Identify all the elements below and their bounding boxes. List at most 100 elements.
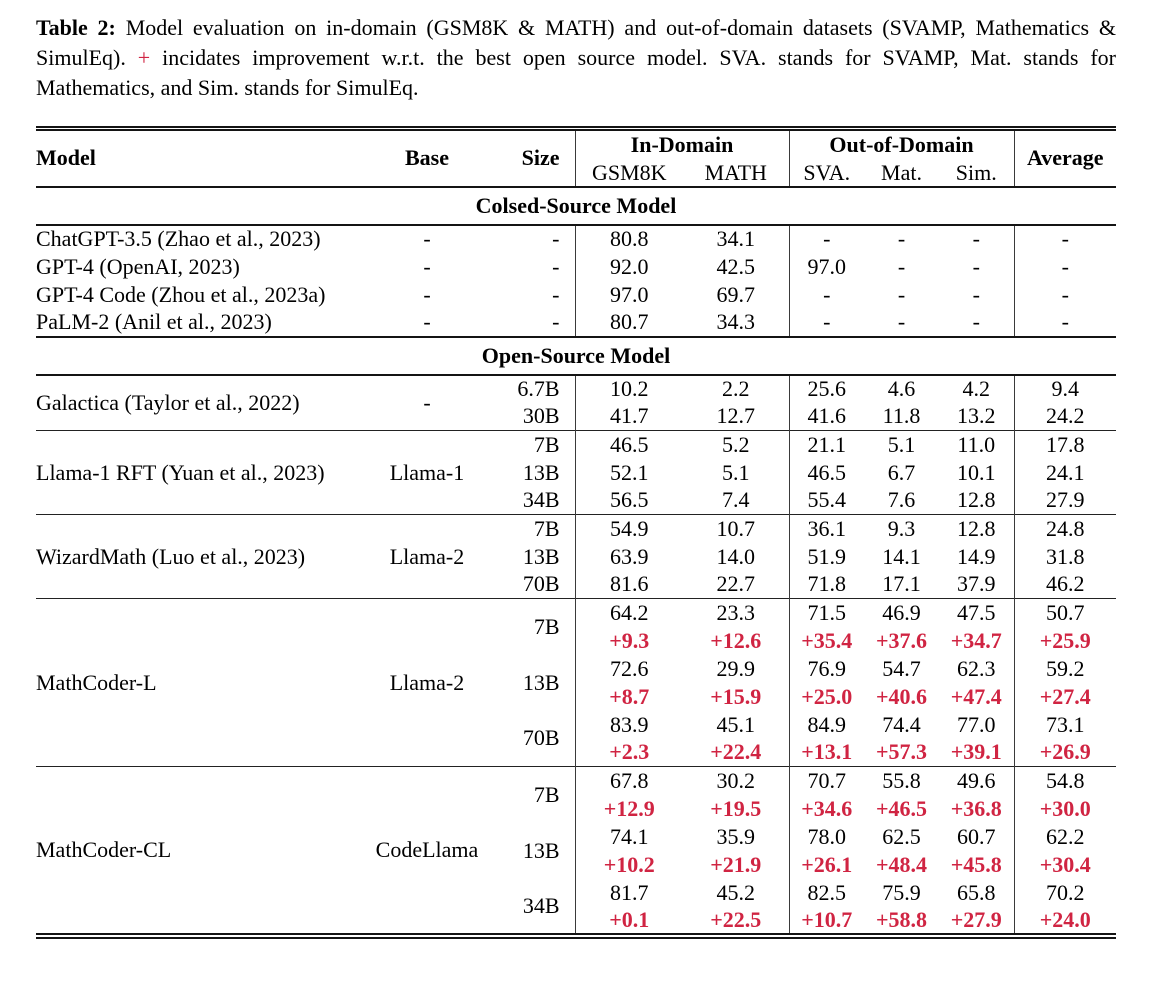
metric-delta: +27.4 bbox=[1013, 682, 1116, 711]
metric-value: 25.6 bbox=[788, 374, 864, 403]
metric-value: - bbox=[788, 224, 864, 253]
metric-value: 5.1 bbox=[722, 459, 750, 485]
metric-delta: +2.3 bbox=[574, 738, 683, 767]
metric-value: 17.8 bbox=[1013, 430, 1116, 459]
size-label: 7B bbox=[482, 514, 575, 543]
metric-value: 63.9 bbox=[574, 542, 683, 571]
metric-delta: +30.4 bbox=[1013, 850, 1116, 879]
metric-value: 23.3 bbox=[683, 598, 789, 627]
paper-page: Table 2: Model evaluation on in-domain (… bbox=[36, 13, 1116, 939]
metric-value: - bbox=[897, 226, 906, 251]
delta-row: +9.3 +12.6 +35.4 +37.6 +34.7 +25.9 bbox=[36, 626, 1116, 655]
data-row: 13B 74.1 35.9 78.0 62.5 60.7 62.2 bbox=[36, 822, 1116, 863]
data-row: 13B 63.9 14.0 51.9 14.1 14.9 31.8 bbox=[36, 542, 1116, 571]
col-header-math: MATH bbox=[704, 159, 767, 185]
metric-delta: +13.1 bbox=[788, 738, 864, 767]
col-header-base: Base bbox=[405, 145, 449, 171]
metric-delta: +15.9 bbox=[710, 683, 762, 709]
metric-value: 5.1 bbox=[864, 430, 939, 459]
model-name: GPT-4 (OpenAI, 2023) bbox=[36, 253, 240, 279]
col-group-out-of-domain: Out-of-Domain bbox=[788, 128, 1014, 160]
metric-delta: +22.4 bbox=[710, 739, 762, 765]
base-model: Llama-2 bbox=[372, 598, 482, 767]
metric-value: 4.2 bbox=[962, 376, 991, 401]
metric-value: 47.5 bbox=[939, 598, 1014, 627]
metric-value: 59.2 bbox=[1013, 654, 1116, 683]
metric-value: 80.7 bbox=[574, 308, 683, 337]
metric-value: 14.9 bbox=[957, 543, 996, 569]
metric-value: 9.4 bbox=[1013, 374, 1116, 403]
table-body: Colsed-Source Model ChatGPT-3.5 (Zhao et … bbox=[36, 185, 1116, 936]
metric-value: 42.5 bbox=[716, 253, 756, 279]
metric-delta: +10.2 bbox=[574, 850, 683, 879]
metric-value: 13.2 bbox=[957, 403, 996, 429]
data-row: GPT-4 Code (Zhou et al., 2023a) - -97.0 69.… bbox=[36, 280, 1116, 309]
base-model: - bbox=[423, 226, 431, 251]
metric-value: 50.7 bbox=[1013, 598, 1116, 627]
metric-value: - bbox=[1013, 224, 1116, 253]
metric-value: 74.4 bbox=[882, 711, 921, 737]
metric-value: - bbox=[1013, 308, 1116, 337]
data-row: Galactica (Taylor et al., 2022) - 6.7B 10.2… bbox=[36, 374, 1116, 415]
delta-row: +12.9 +19.5 +34.6 +46.5 +36.8 +30.0 bbox=[36, 794, 1116, 823]
data-row: GPT-4 (OpenAI, 2023) - -92.0 42.5 97.0- - - bbox=[36, 252, 1116, 281]
metric-value: 11.0 bbox=[939, 430, 1014, 459]
metric-value: 12.8 bbox=[939, 514, 1014, 543]
metric-value: 41.6 bbox=[788, 402, 864, 431]
metric-value: 24.2 bbox=[1013, 402, 1116, 431]
size-label: 7B bbox=[482, 430, 575, 459]
metric-delta: +24.0 bbox=[1013, 906, 1116, 936]
size-label: 70B bbox=[522, 725, 560, 751]
metric-value: 80.8 bbox=[574, 224, 683, 253]
data-row: 70B 81.6 22.7 71.8 17.1 37.9 46.2 bbox=[36, 570, 1116, 599]
metric-value: 49.6 bbox=[939, 766, 1014, 795]
metric-value: 36.1 bbox=[788, 514, 864, 543]
metric-value: 70.2 bbox=[1013, 878, 1116, 907]
metric-value: 67.8 bbox=[574, 766, 683, 795]
table-caption: Table 2: Model evaluation on in-domain (… bbox=[36, 13, 1116, 103]
metric-value: 73.1 bbox=[1013, 710, 1116, 739]
metric-value: 17.1 bbox=[882, 571, 921, 597]
size-label: - bbox=[552, 226, 560, 251]
metric-value: 75.9 bbox=[882, 879, 921, 905]
section-title: Colsed-Source Model bbox=[36, 185, 1116, 226]
delta-row: +10.2 +21.9 +26.1 +48.4 +45.8 +30.4 bbox=[36, 850, 1116, 879]
results-table: Model Base Size In-Domain Out-of-Domain … bbox=[36, 126, 1116, 939]
metric-value: 54.9 bbox=[574, 514, 683, 543]
data-row: 13B 72.6 29.9 76.9 54.7 62.3 59.2 bbox=[36, 654, 1116, 695]
delta-row: +0.1 +22.5 +10.7 +58.8 +27.9 +24.0 bbox=[36, 906, 1116, 936]
metric-value: 81.6 bbox=[574, 570, 683, 599]
metric-delta: +0.1 bbox=[574, 906, 683, 936]
metric-value: 4.6 bbox=[887, 376, 916, 401]
metric-delta: +19.5 bbox=[710, 795, 762, 821]
metric-value: 81.7 bbox=[574, 878, 683, 907]
model-name: MathCoder-CL bbox=[36, 766, 372, 936]
section-title: Open-Source Model bbox=[36, 335, 1116, 376]
size-label: 6.7B bbox=[517, 376, 560, 401]
metric-value: 51.9 bbox=[788, 542, 864, 571]
metric-value: 60.7 bbox=[957, 823, 996, 849]
metric-value: 54.7 bbox=[882, 655, 921, 681]
metric-value: 70.7 bbox=[788, 766, 864, 795]
model-name: Llama-1 RFT (Yuan et al., 2023) bbox=[36, 430, 372, 515]
delta-row: +8.7 +15.9 +25.0 +40.6 +47.4 +27.4 bbox=[36, 682, 1116, 711]
data-row: 34B 56.5 7.4 55.4 7.6 12.8 27.9 bbox=[36, 486, 1116, 515]
metric-value: 6.7 bbox=[887, 459, 916, 485]
metric-delta: +21.9 bbox=[710, 851, 762, 877]
metric-delta: +34.7 bbox=[950, 627, 1002, 653]
data-row: 30B 41.7 12.7 41.6 11.8 13.2 24.2 bbox=[36, 402, 1116, 431]
metric-value: 14.0 bbox=[716, 543, 756, 569]
size-label: 7B bbox=[482, 598, 575, 655]
metric-value: - bbox=[788, 280, 864, 309]
section-row: Open-Source Model bbox=[36, 335, 1116, 376]
metric-value: 62.2 bbox=[1013, 822, 1116, 851]
header-group-row: Model Base Size In-Domain Out-of-Domain … bbox=[36, 128, 1116, 187]
size-label: 34B bbox=[522, 487, 560, 513]
metric-value: - bbox=[1013, 252, 1116, 281]
metric-value: 83.9 bbox=[574, 710, 683, 739]
metric-value: 82.5 bbox=[788, 878, 864, 907]
metric-value: 10.1 bbox=[957, 459, 996, 485]
metric-delta: +57.3 bbox=[875, 739, 928, 765]
metric-delta: +58.8 bbox=[875, 906, 928, 932]
metric-value: 34.3 bbox=[716, 309, 756, 334]
